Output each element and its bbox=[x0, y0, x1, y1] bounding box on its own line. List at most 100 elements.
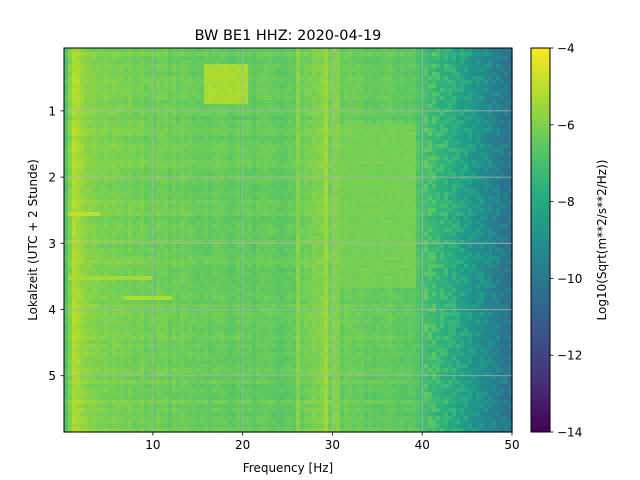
heatmap-cell bbox=[388, 96, 393, 101]
heatmap-cell bbox=[244, 212, 249, 217]
heatmap-cell bbox=[384, 104, 389, 109]
heatmap-cell bbox=[472, 164, 477, 169]
heatmap-cell bbox=[252, 184, 257, 189]
heatmap-cell bbox=[480, 76, 485, 81]
heatmap-cell bbox=[176, 68, 181, 73]
heatmap-cell bbox=[184, 184, 189, 189]
heatmap-cell bbox=[232, 56, 237, 61]
heatmap-cell bbox=[216, 172, 221, 177]
heatmap-cell bbox=[352, 220, 357, 225]
heatmap-cell bbox=[292, 156, 297, 161]
heatmap-cell bbox=[124, 128, 129, 133]
heatmap-cell bbox=[344, 108, 349, 113]
heatmap-cell bbox=[432, 88, 437, 93]
heatmap-cell bbox=[132, 68, 137, 73]
heatmap-cell bbox=[488, 84, 493, 89]
heatmap-cell bbox=[176, 144, 181, 149]
heatmap-cell bbox=[360, 112, 365, 117]
heatmap-cell bbox=[488, 108, 493, 113]
heatmap-cell bbox=[188, 136, 193, 141]
heatmap-cell bbox=[336, 168, 341, 173]
heatmap-cell bbox=[108, 68, 113, 73]
heatmap-cell bbox=[336, 132, 341, 137]
heatmap-cell bbox=[80, 132, 85, 137]
heatmap-cell bbox=[124, 132, 129, 137]
heatmap-cell bbox=[100, 144, 105, 149]
heatmap-cell bbox=[156, 52, 161, 57]
heatmap-cell bbox=[488, 96, 493, 101]
heatmap-cell bbox=[340, 52, 345, 57]
heatmap-cell bbox=[92, 120, 97, 125]
heatmap-cell bbox=[340, 124, 345, 129]
heatmap-cell bbox=[424, 124, 429, 129]
heatmap-cell bbox=[140, 60, 145, 65]
heatmap-cell bbox=[340, 184, 345, 189]
heatmap-cell bbox=[504, 124, 509, 129]
heatmap-cell bbox=[384, 68, 389, 73]
heatmap-cell bbox=[236, 92, 241, 97]
heatmap-cell bbox=[272, 100, 277, 105]
heatmap-cell bbox=[312, 104, 317, 109]
heatmap-cell bbox=[320, 196, 325, 201]
heatmap-cell bbox=[204, 48, 209, 53]
heatmap-cell bbox=[360, 108, 365, 113]
heatmap-cell bbox=[264, 188, 269, 193]
heatmap-cell bbox=[464, 104, 469, 109]
heatmap-cell bbox=[384, 156, 389, 161]
heatmap-cell bbox=[276, 216, 281, 221]
heatmap-cell bbox=[460, 184, 465, 189]
heatmap-cell bbox=[172, 196, 177, 201]
heatmap-cell bbox=[96, 108, 101, 113]
heatmap-cell bbox=[172, 160, 177, 165]
heatmap-cell bbox=[296, 64, 301, 69]
heatmap-cell bbox=[236, 204, 241, 209]
heatmap-cell bbox=[76, 72, 81, 77]
heatmap-cell bbox=[480, 88, 485, 93]
heatmap-cell bbox=[264, 52, 269, 57]
heatmap-cell bbox=[144, 92, 149, 97]
heatmap-cell bbox=[336, 96, 341, 101]
heatmap-cell bbox=[212, 184, 217, 189]
heatmap-cell bbox=[416, 216, 421, 221]
heatmap-cell bbox=[180, 48, 185, 53]
heatmap-cell bbox=[504, 128, 509, 133]
heatmap-cell bbox=[452, 204, 457, 209]
heatmap-cell bbox=[116, 168, 121, 173]
heatmap-cell bbox=[484, 48, 489, 53]
heatmap-cell bbox=[464, 196, 469, 201]
heatmap-cell bbox=[248, 180, 253, 185]
heatmap-cell bbox=[476, 188, 481, 193]
heatmap-cell bbox=[128, 200, 133, 205]
heatmap-cell bbox=[312, 200, 317, 205]
heatmap-cell bbox=[160, 188, 165, 193]
heatmap-cell bbox=[124, 112, 129, 117]
heatmap-cell bbox=[96, 100, 101, 105]
heatmap-cell bbox=[128, 136, 133, 141]
heatmap-cell bbox=[408, 160, 413, 165]
heatmap-cell bbox=[140, 80, 145, 85]
heatmap-cell bbox=[332, 140, 337, 145]
heatmap-cell bbox=[428, 96, 433, 101]
heatmap-cell bbox=[408, 60, 413, 65]
heatmap-cell bbox=[232, 224, 237, 229]
heatmap-cell bbox=[80, 220, 85, 225]
heatmap-cell bbox=[252, 64, 257, 69]
heatmap-cell bbox=[488, 48, 493, 53]
heatmap-cell bbox=[212, 84, 217, 89]
heatmap-cell bbox=[84, 72, 89, 77]
heatmap-cell bbox=[256, 88, 261, 93]
heatmap-cell bbox=[464, 156, 469, 161]
heatmap-cell bbox=[368, 68, 373, 73]
heatmap-cell bbox=[92, 156, 97, 161]
heatmap-cell bbox=[344, 100, 349, 105]
heatmap-cell bbox=[368, 140, 373, 145]
heatmap-cell bbox=[348, 112, 353, 117]
heatmap-cell bbox=[280, 188, 285, 193]
heatmap-cell bbox=[376, 100, 381, 105]
heatmap-cell bbox=[320, 160, 325, 165]
heatmap-cell bbox=[300, 168, 305, 173]
heatmap-cell bbox=[264, 132, 269, 137]
heatmap-cell bbox=[256, 96, 261, 101]
heatmap-cell bbox=[204, 92, 209, 97]
heatmap-cell bbox=[404, 216, 409, 221]
